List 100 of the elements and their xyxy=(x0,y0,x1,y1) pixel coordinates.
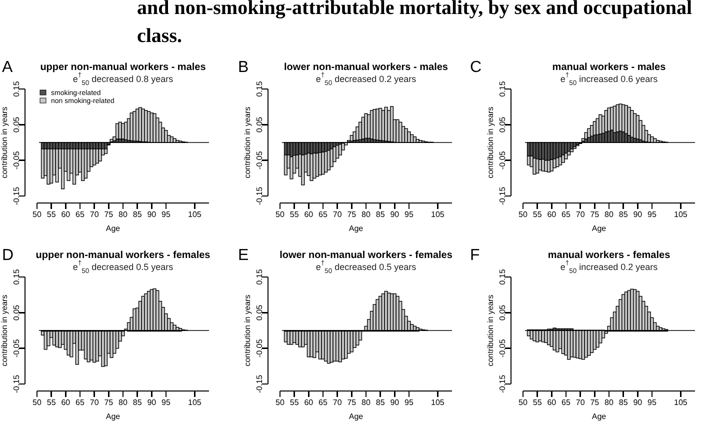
chart-title: manual workers - females xyxy=(548,250,671,261)
x-tick-label: 105 xyxy=(674,210,688,219)
x-tick-label: 95 xyxy=(648,210,657,219)
x-tick-label: 95 xyxy=(162,210,171,219)
x-tick-label: 55 xyxy=(46,210,56,219)
y-axis-title: contribution in years xyxy=(486,106,495,178)
y-tick-label: -0.15 xyxy=(498,374,507,394)
x-tick-label: 80 xyxy=(604,398,614,407)
chart-title: manual workers - males xyxy=(552,62,666,73)
x-tick-label: 60 xyxy=(547,210,557,219)
x-tick-label: 65 xyxy=(76,398,85,407)
y-tick-label: -0.05 xyxy=(12,338,21,358)
chart-subtitle: e$^{†}$$_{50}$ decreased 0.5 years xyxy=(316,260,417,275)
x-axis-title: Age xyxy=(106,412,121,421)
x-tick-label: 85 xyxy=(132,398,142,407)
x-tick-label: 50 xyxy=(32,398,42,407)
x-tick-label: 75 xyxy=(104,398,114,407)
x-tick-label: 65 xyxy=(318,210,328,219)
y-tick-label: 0.15 xyxy=(498,268,507,285)
x-tick-label: 65 xyxy=(76,210,85,219)
x-tick-label: 70 xyxy=(332,398,342,407)
x-tick-label: 95 xyxy=(648,398,657,407)
text: and non-smoking-attributable mortality, by sex and occupational class. xyxy=(137,0,693,47)
y-tick-label: -0.05 xyxy=(255,338,264,358)
chart-subtitle: e$^{†}$$_{50}$ decreased 0.2 years xyxy=(316,72,417,87)
x-tick-label: 80 xyxy=(362,210,371,219)
x-tick-label: 65 xyxy=(562,210,571,219)
y-tick-label: 0.05 xyxy=(498,116,507,132)
chart-title: upper non-manual workers - females xyxy=(36,250,211,261)
x-tick-label: 85 xyxy=(376,210,386,219)
chart-subtitle: e$^{†}$$_{50}$ decreased 0.5 years xyxy=(72,260,174,275)
y-tick-label: -0.15 xyxy=(12,186,21,206)
x-tick-label: 105 xyxy=(674,398,688,407)
x-tick-label: 95 xyxy=(404,210,414,219)
text: C xyxy=(470,59,482,76)
chart-title: lower non-manual workers - males xyxy=(284,62,448,73)
x-tick-label: 75 xyxy=(590,210,600,219)
x-tick-label: 75 xyxy=(590,398,600,407)
x-tick-label: 70 xyxy=(576,398,586,407)
x-axis-title: Age xyxy=(592,412,607,421)
y-tick-label: 0.15 xyxy=(255,80,264,97)
text: D xyxy=(2,247,14,264)
x-tick-label: 50 xyxy=(518,210,528,219)
x-tick-label: 55 xyxy=(532,398,542,407)
x-tick-label: 70 xyxy=(90,398,100,407)
y-tick-label: 0.05 xyxy=(12,304,21,320)
y-tick-label: 0.05 xyxy=(255,116,264,132)
x-tick-label: 75 xyxy=(347,210,357,219)
x-tick-label: 50 xyxy=(276,210,285,219)
x-tick-label: 60 xyxy=(61,210,71,219)
x-tick-label: 90 xyxy=(390,398,400,407)
x-tick-label: 95 xyxy=(404,398,414,407)
y-axis-title: contribution in years xyxy=(0,294,9,366)
x-axis-title: Age xyxy=(348,224,364,233)
x-tick-label: 90 xyxy=(390,210,400,219)
y-tick-label: -0.05 xyxy=(498,150,507,170)
x-tick-label: 65 xyxy=(318,398,328,407)
y-axis-title: contribution in years xyxy=(243,294,252,366)
x-tick-label: 85 xyxy=(618,210,628,219)
x-tick-label: 90 xyxy=(147,210,157,219)
x-tick-label: 60 xyxy=(304,398,314,407)
y-tick-label: 0.15 xyxy=(255,268,264,285)
chart-subtitle: e$^{†}$$_{50}$ increased 0.6 years xyxy=(560,72,658,87)
y-tick-label: 0.15 xyxy=(12,80,21,97)
x-tick-label: 65 xyxy=(562,398,571,407)
x-axis-title: Age xyxy=(592,224,607,233)
x-tick-label: 105 xyxy=(188,210,202,219)
y-tick-label: -0.05 xyxy=(498,338,507,358)
x-tick-label: 70 xyxy=(576,210,586,219)
y-tick-label: 0.05 xyxy=(255,304,264,320)
x-tick-label: 70 xyxy=(332,210,342,219)
chart-subtitle: e$^{†}$$_{50}$ decreased 0.8 years xyxy=(72,72,174,87)
text: B xyxy=(238,59,249,76)
x-tick-label: 80 xyxy=(118,398,128,407)
y-tick-label: 0.15 xyxy=(12,268,21,285)
x-tick-label: 105 xyxy=(430,398,445,407)
x-tick-label: 55 xyxy=(46,398,56,407)
x-tick-label: 85 xyxy=(618,398,628,407)
y-tick-label: 0.05 xyxy=(498,304,507,320)
x-tick-label: 95 xyxy=(162,398,171,407)
x-tick-label: 90 xyxy=(633,210,643,219)
x-tick-label: 50 xyxy=(276,398,285,407)
text: E xyxy=(238,247,249,264)
y-axis-title: contribution in years xyxy=(486,294,495,366)
y-tick-label: -0.05 xyxy=(12,150,21,170)
x-tick-label: 55 xyxy=(532,210,542,219)
x-tick-label: 55 xyxy=(290,398,300,407)
x-tick-label: 105 xyxy=(430,210,445,219)
x-tick-label: 90 xyxy=(147,398,157,407)
x-tick-label: 80 xyxy=(362,398,371,407)
x-tick-label: 105 xyxy=(188,398,202,407)
y-tick-label: 0.05 xyxy=(12,116,21,132)
y-axis-title: contribution in years xyxy=(0,106,9,178)
chart-title: upper non-manual workers - males xyxy=(40,62,206,73)
x-tick-label: 60 xyxy=(304,210,314,219)
x-tick-label: 55 xyxy=(290,210,300,219)
text: F xyxy=(470,247,480,264)
x-tick-label: 50 xyxy=(32,210,42,219)
y-tick-label: -0.15 xyxy=(255,374,264,394)
x-tick-label: 80 xyxy=(118,210,128,219)
